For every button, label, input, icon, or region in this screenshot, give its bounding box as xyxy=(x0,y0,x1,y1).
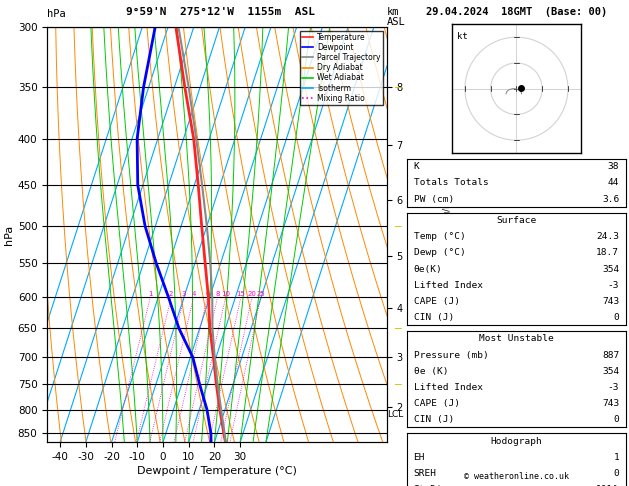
Text: Mixing Ratio (g/kg): Mixing Ratio (g/kg) xyxy=(443,195,452,274)
Text: 0: 0 xyxy=(613,469,620,478)
Text: Lifted Index: Lifted Index xyxy=(413,382,482,392)
Text: kt: kt xyxy=(457,32,468,41)
Text: 44: 44 xyxy=(608,178,620,188)
Text: -3: -3 xyxy=(608,382,620,392)
Text: 887: 887 xyxy=(602,350,620,360)
Text: 10: 10 xyxy=(221,291,230,297)
Text: 101°: 101° xyxy=(596,485,620,486)
Text: 3: 3 xyxy=(182,291,186,297)
Text: 20: 20 xyxy=(248,291,257,297)
Text: © weatheronline.co.uk: © weatheronline.co.uk xyxy=(464,472,569,481)
Text: CAPE (J): CAPE (J) xyxy=(413,399,460,408)
Text: Dewp (°C): Dewp (°C) xyxy=(413,248,465,258)
Text: 0: 0 xyxy=(613,415,620,424)
Text: 743: 743 xyxy=(602,399,620,408)
Text: Totals Totals: Totals Totals xyxy=(413,178,488,188)
Text: PW (cm): PW (cm) xyxy=(413,194,454,204)
Text: 9°59'N  275°12'W  1155m  ASL: 9°59'N 275°12'W 1155m ASL xyxy=(126,7,314,17)
Text: 25: 25 xyxy=(257,291,265,297)
Text: 29.04.2024  18GMT  (Base: 00): 29.04.2024 18GMT (Base: 00) xyxy=(426,7,607,17)
Text: CAPE (J): CAPE (J) xyxy=(413,296,460,306)
Text: 0: 0 xyxy=(613,312,620,322)
Text: Surface: Surface xyxy=(496,216,537,226)
Text: LCL: LCL xyxy=(387,410,403,419)
Text: Temp (°C): Temp (°C) xyxy=(413,232,465,242)
Text: -3: -3 xyxy=(608,280,620,290)
Text: Most Unstable: Most Unstable xyxy=(479,334,554,344)
Text: 743: 743 xyxy=(602,296,620,306)
Text: 15: 15 xyxy=(237,291,245,297)
X-axis label: Dewpoint / Temperature (°C): Dewpoint / Temperature (°C) xyxy=(137,466,297,476)
Text: θe (K): θe (K) xyxy=(413,366,448,376)
Text: 1: 1 xyxy=(613,452,620,462)
Text: CIN (J): CIN (J) xyxy=(413,312,454,322)
Y-axis label: hPa: hPa xyxy=(4,225,14,244)
Text: 4: 4 xyxy=(191,291,196,297)
Text: ─: ─ xyxy=(394,221,401,231)
Legend: Temperature, Dewpoint, Parcel Trajectory, Dry Adiabat, Wet Adiabat, Isotherm, Mi: Temperature, Dewpoint, Parcel Trajectory… xyxy=(299,31,383,105)
Text: ─: ─ xyxy=(394,324,401,333)
Text: 8: 8 xyxy=(215,291,220,297)
Text: 18.7: 18.7 xyxy=(596,248,620,258)
Text: 354: 354 xyxy=(602,366,620,376)
Text: hPa: hPa xyxy=(47,9,66,19)
Text: 354: 354 xyxy=(602,264,620,274)
Text: StmDir: StmDir xyxy=(413,485,448,486)
Text: θe(K): θe(K) xyxy=(413,264,442,274)
Text: 3.6: 3.6 xyxy=(602,194,620,204)
Text: CIN (J): CIN (J) xyxy=(413,415,454,424)
Text: ─: ─ xyxy=(394,82,401,92)
Text: Hodograph: Hodograph xyxy=(491,436,542,446)
Text: ASL: ASL xyxy=(387,17,406,27)
Text: Pressure (mb): Pressure (mb) xyxy=(413,350,488,360)
Text: 2: 2 xyxy=(169,291,174,297)
Text: 38: 38 xyxy=(608,162,620,172)
Text: Lifted Index: Lifted Index xyxy=(413,280,482,290)
Text: K: K xyxy=(413,162,420,172)
Text: km: km xyxy=(387,7,399,17)
Text: 6: 6 xyxy=(205,291,209,297)
Text: SREH: SREH xyxy=(413,469,437,478)
Text: EH: EH xyxy=(413,452,425,462)
Text: 24.3: 24.3 xyxy=(596,232,620,242)
Text: 1: 1 xyxy=(148,291,153,297)
Text: ─: ─ xyxy=(394,380,401,389)
